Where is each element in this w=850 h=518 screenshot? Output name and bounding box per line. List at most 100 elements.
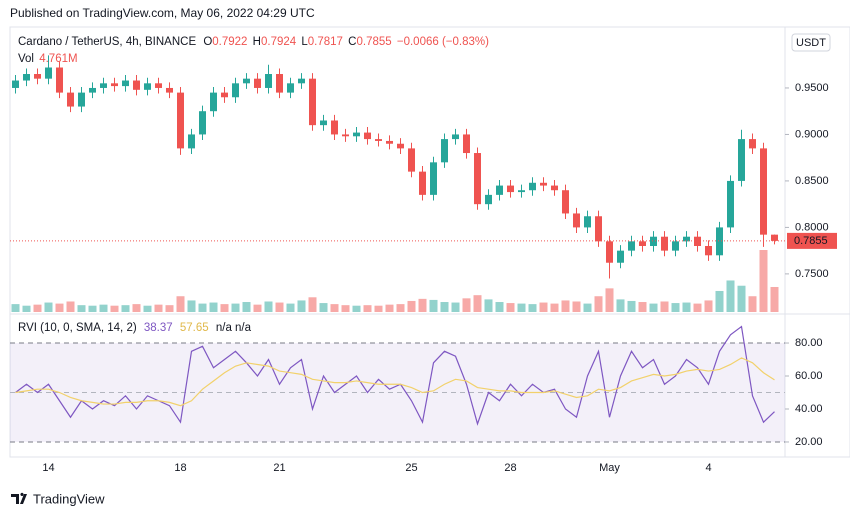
y-tick-label: 0.9000 — [795, 128, 829, 140]
volume-bar — [495, 302, 504, 312]
candle-body — [375, 139, 382, 141]
candle-body — [617, 250, 624, 263]
candle-body — [133, 80, 140, 90]
label: H — [253, 36, 261, 48]
candle-body — [287, 83, 294, 93]
volume-bar — [341, 305, 350, 312]
candle-body — [12, 80, 19, 88]
indicator-line — [15, 325, 775, 426]
candle-body — [771, 234, 778, 241]
volume-bar — [715, 290, 724, 312]
volume-bar — [473, 295, 482, 312]
volume-bar — [539, 302, 548, 312]
candle-body — [265, 74, 272, 88]
volume-value: 4.761M — [39, 53, 77, 65]
volume-bar — [682, 302, 691, 312]
candle-body — [89, 87, 96, 93]
candle-body — [34, 74, 41, 79]
candle-body — [199, 111, 206, 135]
volume-bar — [143, 305, 152, 312]
x-tick-label: 14 — [42, 462, 54, 474]
indicator-title: RVI (10, 0, SMA, 14, 2) — [18, 322, 137, 334]
candle-body — [397, 143, 404, 149]
volume-bar — [440, 302, 449, 312]
label: O — [203, 36, 212, 48]
candle-body — [507, 185, 514, 193]
volume-bar — [55, 303, 64, 312]
candle-body — [430, 162, 437, 195]
candle-body — [716, 227, 723, 256]
candle-body — [573, 213, 580, 228]
candle-body — [298, 78, 305, 84]
plot: 0.7500 0.8000 0.8500 0.9000 0.9500 20.00 40.00… — [10, 55, 837, 474]
volume-bar — [748, 296, 757, 312]
candle-body — [452, 134, 459, 140]
volume-bar — [132, 304, 141, 312]
y-tick-label: 60.00 — [795, 370, 823, 382]
x-tick-label: 28 — [504, 462, 516, 474]
volume-bar — [462, 298, 471, 312]
candle-body — [562, 190, 569, 214]
candle-body — [100, 83, 107, 88]
candle-body — [463, 134, 470, 154]
volume-bar — [99, 304, 108, 312]
volume-bar — [517, 303, 526, 312]
volume-bar — [484, 299, 493, 312]
volume-bar — [649, 303, 658, 312]
candle-body — [221, 92, 228, 98]
candle-body — [67, 92, 74, 107]
candle-body — [56, 67, 63, 93]
currency[interactable]: USDT — [796, 37, 826, 49]
candle-body — [518, 190, 525, 193]
rvi-value: 38.37 — [144, 322, 173, 334]
volume-bar — [33, 304, 42, 312]
candle-body — [364, 132, 371, 140]
last-price-box — [787, 232, 837, 249]
candle-body — [177, 92, 184, 149]
candle-body — [595, 216, 602, 242]
y-tick-label: 0.9500 — [795, 82, 829, 94]
candle-body — [760, 148, 767, 235]
candle-body — [672, 241, 679, 251]
volume-bar — [407, 300, 416, 312]
volume-bar — [528, 304, 537, 312]
candle-body — [606, 241, 613, 263]
y-tick-label: 20.00 — [795, 436, 823, 448]
volume-bar — [385, 304, 394, 312]
candle-body — [540, 182, 547, 186]
candle-body — [276, 74, 283, 93]
candle-body — [122, 80, 129, 87]
volume-bar — [286, 303, 295, 312]
candle-body — [705, 245, 712, 256]
volume-bar — [352, 305, 361, 312]
currency-button[interactable] — [791, 33, 831, 52]
candle-body — [628, 241, 635, 251]
volume-bar — [737, 285, 746, 312]
indicator-line — [15, 357, 775, 407]
candle-body — [111, 83, 118, 87]
volume-bar — [704, 300, 713, 312]
na: n/a n/a — [216, 322, 252, 334]
candle-body — [441, 139, 448, 163]
legend: Cardano / TetherUS, 4h, BINANCE O0.7922 … — [18, 36, 489, 48]
volume-bar — [506, 303, 515, 312]
volume-bar — [671, 303, 680, 312]
candle-body — [727, 180, 734, 228]
published: Published on TradingView.com, May 06, 20… — [10, 6, 315, 20]
volume-bar — [154, 304, 163, 312]
volume-bar — [242, 302, 251, 312]
volume-bar — [726, 280, 735, 312]
candle-body — [551, 185, 558, 191]
volume-bar — [363, 305, 372, 312]
volume-bar — [264, 301, 273, 312]
x-tick-label: 21 — [273, 462, 285, 474]
volume-bar — [418, 298, 427, 312]
candle-body — [243, 78, 250, 84]
candle-body — [496, 185, 503, 195]
symbol: Cardano / TetherUS, 4h, BINANCE — [18, 36, 196, 48]
signal-value: 57.65 — [180, 322, 209, 334]
volume-legend: Vol 4.761M — [18, 53, 78, 65]
candle-body — [254, 78, 261, 88]
candle-body — [23, 74, 30, 81]
x-tick-label: May — [599, 462, 620, 474]
